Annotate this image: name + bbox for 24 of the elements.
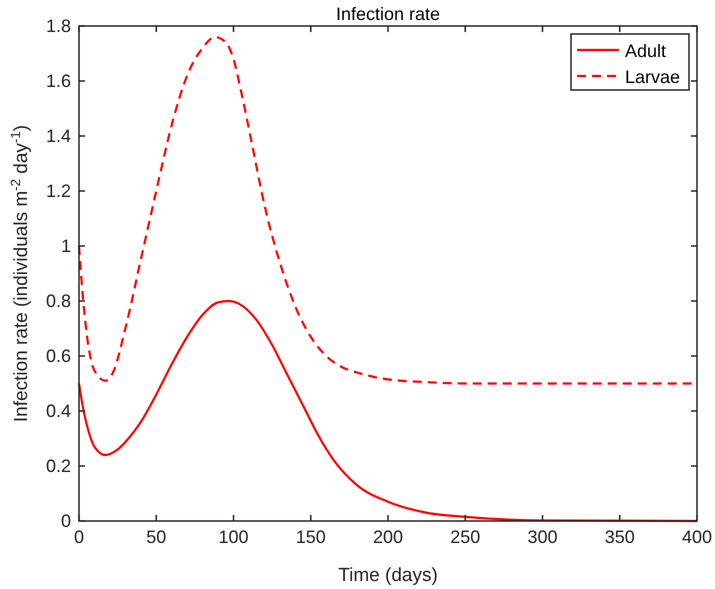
y-tick-label: 1.2 (46, 181, 71, 201)
x-tick-label: 300 (527, 527, 558, 547)
x-tick-label: 100 (218, 527, 249, 547)
y-tick-label: 1 (60, 236, 71, 256)
y-tick-label: 1.4 (46, 126, 71, 146)
y-tick-label: 0.6 (46, 346, 71, 366)
x-tick-label: 250 (450, 527, 480, 547)
x-tick-label: 350 (604, 527, 635, 547)
x-tick-label: 150 (296, 527, 326, 547)
line-series (78, 300, 698, 522)
y-tick-label: 0.4 (46, 401, 71, 421)
legend-label: Adult (625, 41, 666, 61)
y-tick-label: 0 (60, 511, 71, 531)
chart-title: Infection rate (336, 4, 440, 24)
x-tick-label: 0 (74, 527, 84, 547)
y-tick-label: 1.8 (46, 16, 71, 36)
x-tick-label: 400 (682, 527, 712, 547)
x-tick-label: 200 (372, 527, 404, 547)
legend-label: Larvae (625, 67, 680, 87)
y-tick-label: 0.2 (46, 456, 71, 476)
x-tick-label: 50 (146, 527, 166, 547)
y-tick-label: 0.8 (46, 291, 71, 311)
x-axis-title: Time (days) (338, 565, 438, 586)
y-tick-label: 1.6 (46, 71, 71, 91)
